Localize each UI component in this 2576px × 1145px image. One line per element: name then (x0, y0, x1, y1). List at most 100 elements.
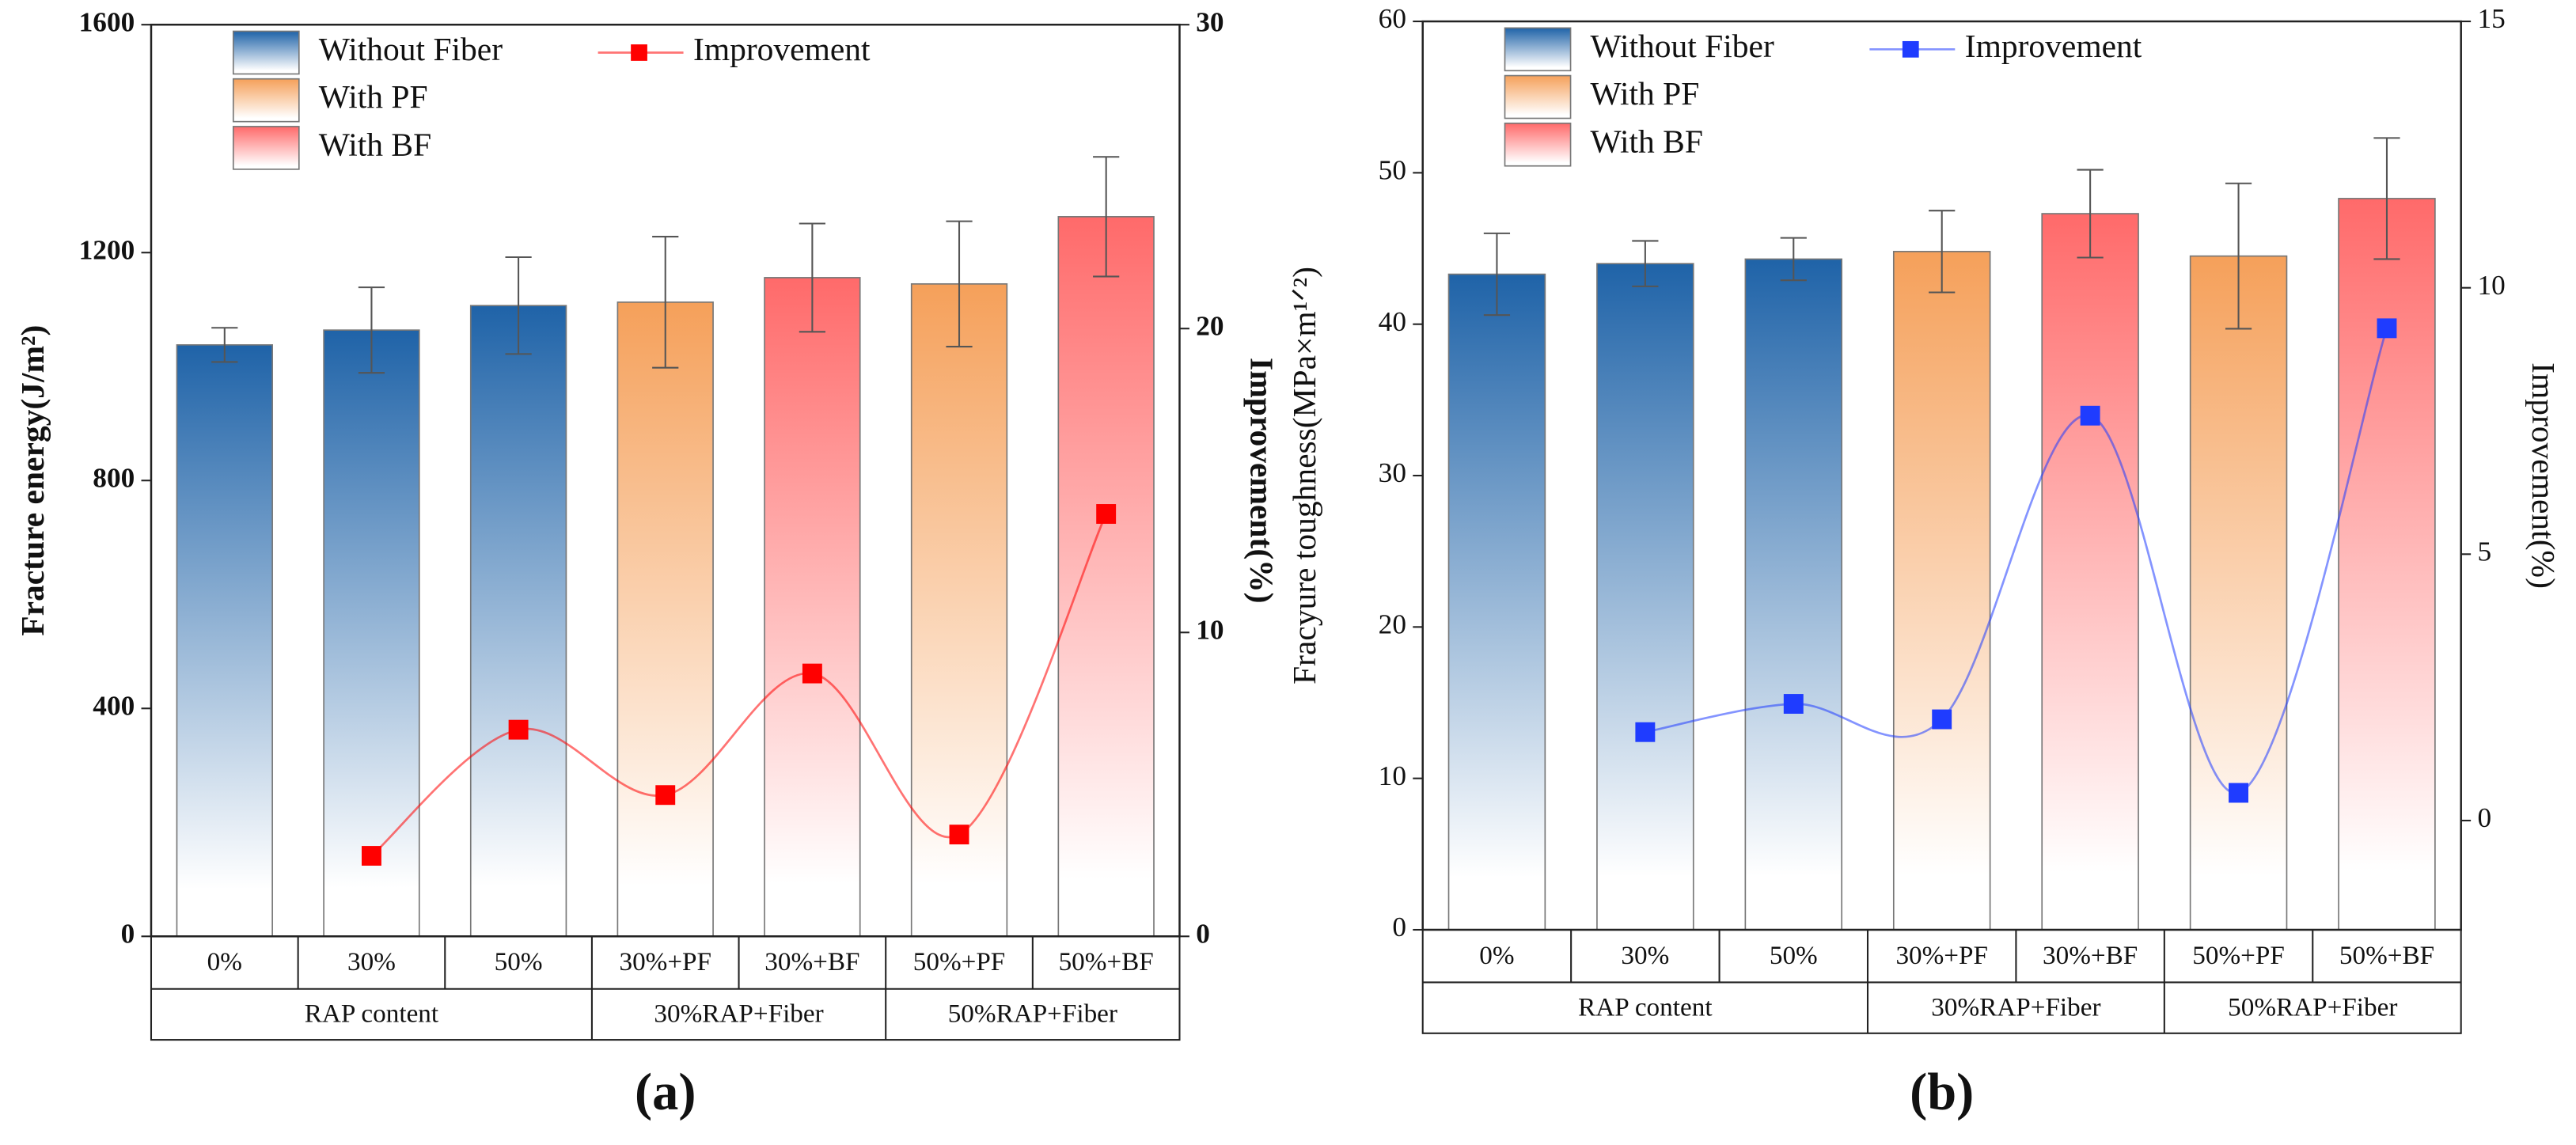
error-bar (1632, 240, 1659, 287)
group-label: 30%RAP+Fiber (1931, 992, 2100, 1022)
legend-swatch (1504, 27, 1572, 72)
y2-axis-title: Improvement(%) (1243, 358, 1280, 603)
line-marker (508, 719, 529, 740)
y-tick-label: 800 (93, 462, 135, 493)
legend-label: Improvement (693, 31, 871, 67)
y2-tick-label: 0 (1196, 918, 1210, 949)
line-marker (1635, 722, 1656, 742)
error-bar (358, 286, 385, 374)
bar (1057, 216, 1155, 938)
y-tick-label: 50 (1379, 154, 1406, 185)
legend-label: With BF (1590, 123, 1702, 159)
error-bar (1929, 210, 1956, 294)
x-tick-label: 30%+PF (619, 947, 711, 976)
y2-tick-label: 0 (2477, 802, 2491, 833)
line-marker (1932, 709, 1952, 730)
y2-axis-title: Improvement(%) (2525, 362, 2562, 589)
bar (616, 301, 714, 938)
error-bar (799, 222, 825, 333)
legend-label: With PF (1590, 75, 1699, 112)
chart-panel: 0 10 20 30 40 50 60 0 5 10 15 Fracyure toughness(MP… (1286, 3, 2562, 1121)
y-tick-label: 60 (1379, 3, 1406, 34)
x-tick-label: 30%+BF (2043, 941, 2138, 970)
y-tick-label: 1200 (79, 234, 135, 265)
bar (764, 277, 861, 938)
group-label: 30%RAP+Fiber (654, 999, 823, 1029)
legend-label: Without Fiber (319, 31, 503, 67)
legend-marker (631, 44, 647, 61)
panel-label: (b) (1910, 1063, 1974, 1121)
bar (2041, 213, 2139, 931)
legend-swatch (232, 78, 300, 123)
bar (1892, 251, 1991, 931)
x-tick-label: 30%+BF (764, 947, 859, 976)
bar (176, 344, 273, 938)
y2-tick-label: 20 (1196, 310, 1224, 341)
group-label: RAP content (1578, 992, 1713, 1022)
bar (2338, 198, 2436, 931)
x-tick-label: 30% (1621, 941, 1669, 970)
y-tick-label: 0 (121, 918, 135, 949)
error-bar (1780, 237, 1807, 282)
x-tick-label: 50% (1770, 941, 1818, 970)
y2-tick-label: 10 (2477, 270, 2505, 301)
line-marker (1096, 504, 1117, 524)
y-tick-label: 30 (1379, 457, 1406, 488)
line-marker (2080, 405, 2100, 426)
chart-panel: 0 400 800 1200 1600 0 10 20 30 Fracture energy(J/… (14, 6, 1280, 1121)
error-bar (946, 220, 973, 348)
y-tick-label: 40 (1379, 306, 1406, 337)
error-bar (2373, 137, 2400, 260)
line-marker (1783, 694, 1804, 714)
legend-swatch (232, 30, 300, 75)
y-tick-label: 10 (1379, 760, 1406, 791)
error-bar (505, 256, 532, 355)
y-axis-title: Fracyure toughness(MPa×m¹ᐟ²) (1286, 267, 1323, 684)
group-label: 50%RAP+Fiber (948, 999, 1117, 1029)
legend-swatch (232, 126, 300, 170)
group-label: 50%RAP+Fiber (2228, 992, 2397, 1022)
line-marker (802, 663, 822, 684)
x-tick-label: 0% (207, 947, 242, 976)
legend-label: With BF (319, 126, 431, 162)
error-bar (1093, 156, 1120, 278)
line-marker (655, 785, 676, 806)
y-tick-label: 20 (1379, 609, 1406, 639)
bar (2189, 255, 2288, 931)
bar (469, 305, 567, 938)
legend-swatch (1504, 122, 1572, 167)
panel-label: (a) (635, 1063, 696, 1121)
line-marker (361, 846, 381, 866)
y2-tick-label: 5 (2477, 536, 2491, 567)
legend-marker (1902, 40, 1919, 58)
bar (1447, 273, 1546, 931)
x-tick-label: 30% (347, 947, 396, 976)
x-tick-label: 50%+BF (1059, 947, 1154, 976)
error-bar (211, 327, 238, 363)
bar (1596, 263, 1694, 931)
y2-tick-label: 15 (2477, 3, 2505, 34)
group-label: RAP content (305, 999, 439, 1029)
line-marker (949, 825, 969, 845)
legend-swatch (1504, 74, 1572, 119)
x-tick-label: 30%+PF (1895, 941, 1988, 970)
x-tick-label: 50%+PF (913, 947, 1006, 976)
error-bar (1483, 232, 1511, 317)
x-tick-label: 50% (495, 947, 543, 976)
line-marker (2377, 318, 2397, 339)
x-tick-label: 50%+BF (2339, 941, 2434, 970)
bar (1744, 258, 1843, 931)
error-bar (652, 236, 679, 369)
bar (323, 329, 420, 938)
y-tick-label: 0 (1392, 912, 1406, 942)
y2-tick-label: 30 (1196, 6, 1224, 37)
y-axis-title: Fracture energy(J/m²) (14, 325, 51, 636)
legend-label: Improvement (1965, 28, 2142, 64)
x-tick-label: 50%+PF (2192, 941, 2285, 970)
y-tick-label: 400 (93, 690, 135, 721)
x-tick-label: 0% (1479, 941, 1514, 970)
error-bar (2077, 169, 2104, 259)
line-marker (2229, 783, 2249, 803)
legend-label: With PF (319, 78, 428, 115)
